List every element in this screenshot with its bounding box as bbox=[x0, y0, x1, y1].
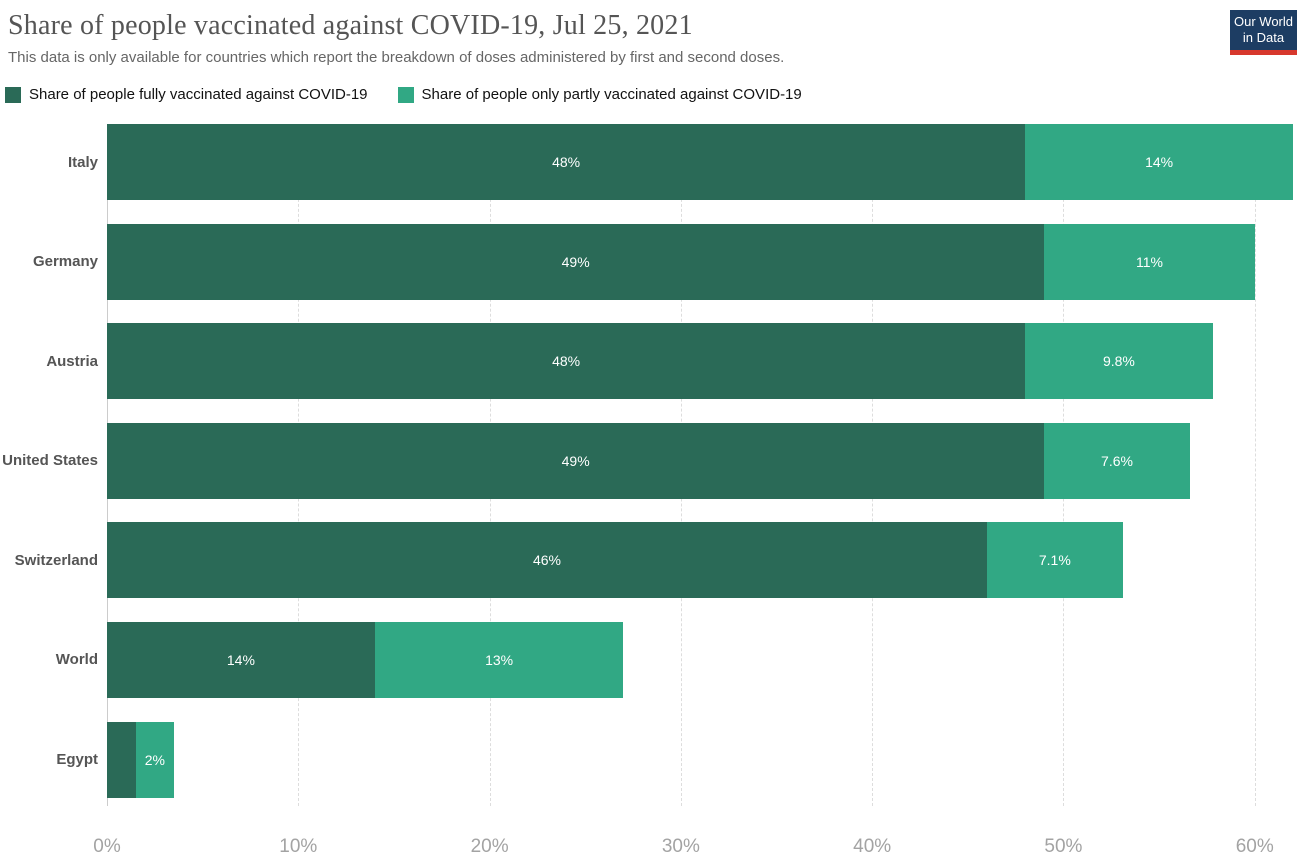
bar-row: Italy 48% 14% bbox=[0, 124, 1298, 200]
bar-value-label: 11% bbox=[1136, 253, 1163, 270]
bar-value-label: 46% bbox=[532, 552, 561, 569]
bar-segment-fully[interactable]: 49% bbox=[107, 223, 1045, 300]
chart-subtitle: This data is only available for countrie… bbox=[8, 49, 785, 66]
bar-track: 49% 11% bbox=[107, 223, 1293, 300]
category-label: United States bbox=[2, 452, 98, 470]
bar-row: Egypt 2% bbox=[0, 721, 1298, 798]
chart-title: Share of people vaccinated against COVID… bbox=[8, 10, 693, 41]
bar-segment-fully[interactable]: 48% bbox=[107, 124, 1026, 200]
bar-segment-fully[interactable] bbox=[107, 721, 136, 798]
bar-value-label: 14% bbox=[1145, 154, 1174, 170]
bar-row: Austria 48% 9.8% bbox=[0, 323, 1298, 400]
bar-track: 49% 7.6% bbox=[107, 422, 1293, 499]
bar-track: 48% 9.8% bbox=[107, 323, 1293, 400]
owid-logo-red-stripe bbox=[1230, 50, 1297, 55]
bar-segment-partly[interactable]: 11% bbox=[1044, 223, 1255, 300]
bar-value-label: 49% bbox=[561, 253, 590, 270]
bar-segment-partly[interactable]: 9.8% bbox=[1025, 323, 1213, 400]
category-label: Switzerland bbox=[14, 551, 98, 569]
bar-value-label: 7.6% bbox=[1101, 452, 1133, 469]
bar-segment-fully[interactable]: 14% bbox=[107, 621, 375, 698]
x-axis: 0% 10% 20% 30% 40% 50% 60% bbox=[93, 821, 1293, 861]
x-axis-tick-label: 50% bbox=[1044, 836, 1083, 857]
legend-item-partly[interactable]: Share of people only partly vaccinated a… bbox=[397, 86, 802, 103]
bar-track: 14% 13% bbox=[107, 621, 1293, 698]
bar-segment-fully[interactable]: 46% bbox=[107, 522, 987, 599]
x-axis-tick-label: 20% bbox=[470, 836, 509, 857]
category-label: Austria bbox=[46, 352, 98, 370]
bar-track: 2% bbox=[107, 721, 1293, 798]
legend-label: Share of people fully vaccinated against… bbox=[29, 86, 368, 103]
bar-value-label: 14% bbox=[226, 651, 255, 668]
bar-segment-partly[interactable]: 2% bbox=[135, 721, 174, 798]
bar-value-label: 13% bbox=[485, 651, 514, 668]
bar-row: United States 49% 7.6% bbox=[0, 422, 1298, 499]
x-axis-tick-label: 40% bbox=[853, 836, 892, 857]
x-axis-tick-label: 0% bbox=[93, 836, 121, 857]
bar-segment-partly[interactable]: 7.1% bbox=[986, 522, 1123, 599]
bar-segment-fully[interactable]: 48% bbox=[107, 323, 1026, 400]
bar-segment-partly[interactable]: 14% bbox=[1025, 124, 1293, 200]
owid-logo[interactable]: Our World in Data bbox=[1230, 10, 1297, 55]
x-axis-tick-label: 60% bbox=[1235, 836, 1274, 857]
owid-logo-text: Our World in Data bbox=[1234, 13, 1293, 45]
bar-track: 46% 7.1% bbox=[107, 522, 1293, 599]
bar-value-label: 7.1% bbox=[1038, 552, 1071, 569]
bar-row: Switzerland 46% 7.1% bbox=[0, 522, 1298, 599]
bar-segment-partly[interactable]: 7.6% bbox=[1044, 422, 1190, 499]
category-label: Italy bbox=[67, 153, 98, 171]
bar-rows: Italy 48% 14% Germany 49% 11% Austria 48% 9.8% Un… bbox=[0, 124, 1298, 798]
bar-value-label: 48% bbox=[552, 353, 581, 370]
bar-row: Germany 49% 11% bbox=[0, 223, 1298, 300]
category-label: World bbox=[55, 651, 98, 669]
category-label: Germany bbox=[32, 253, 98, 271]
category-label: Egypt bbox=[56, 751, 98, 769]
legend-item-fully[interactable]: Share of people fully vaccinated against… bbox=[5, 86, 368, 103]
bar-segment-partly[interactable]: 13% bbox=[374, 621, 624, 698]
legend-swatch-icon bbox=[5, 86, 21, 103]
bar-value-label: 2% bbox=[144, 751, 165, 768]
bar-track: 48% 14% bbox=[107, 124, 1293, 200]
legend-swatch-icon bbox=[397, 86, 414, 103]
bar-value-label: 9.8% bbox=[1102, 353, 1135, 370]
x-axis-tick-label: 30% bbox=[661, 836, 700, 857]
bar-value-label: 48% bbox=[552, 154, 581, 170]
bar-segment-fully[interactable]: 49% bbox=[107, 422, 1045, 499]
stacked-bar-chart: Italy 48% 14% Germany 49% 11% Austria 48% 9.8% Un… bbox=[0, 124, 1298, 857]
legend-label: Share of people only partly vaccinated a… bbox=[421, 86, 802, 103]
bar-row: World 14% 13% bbox=[0, 621, 1298, 698]
x-axis-tick-label: 10% bbox=[279, 836, 318, 857]
bar-value-label: 49% bbox=[561, 452, 590, 469]
legend: Share of people fully vaccinated against… bbox=[5, 86, 802, 103]
